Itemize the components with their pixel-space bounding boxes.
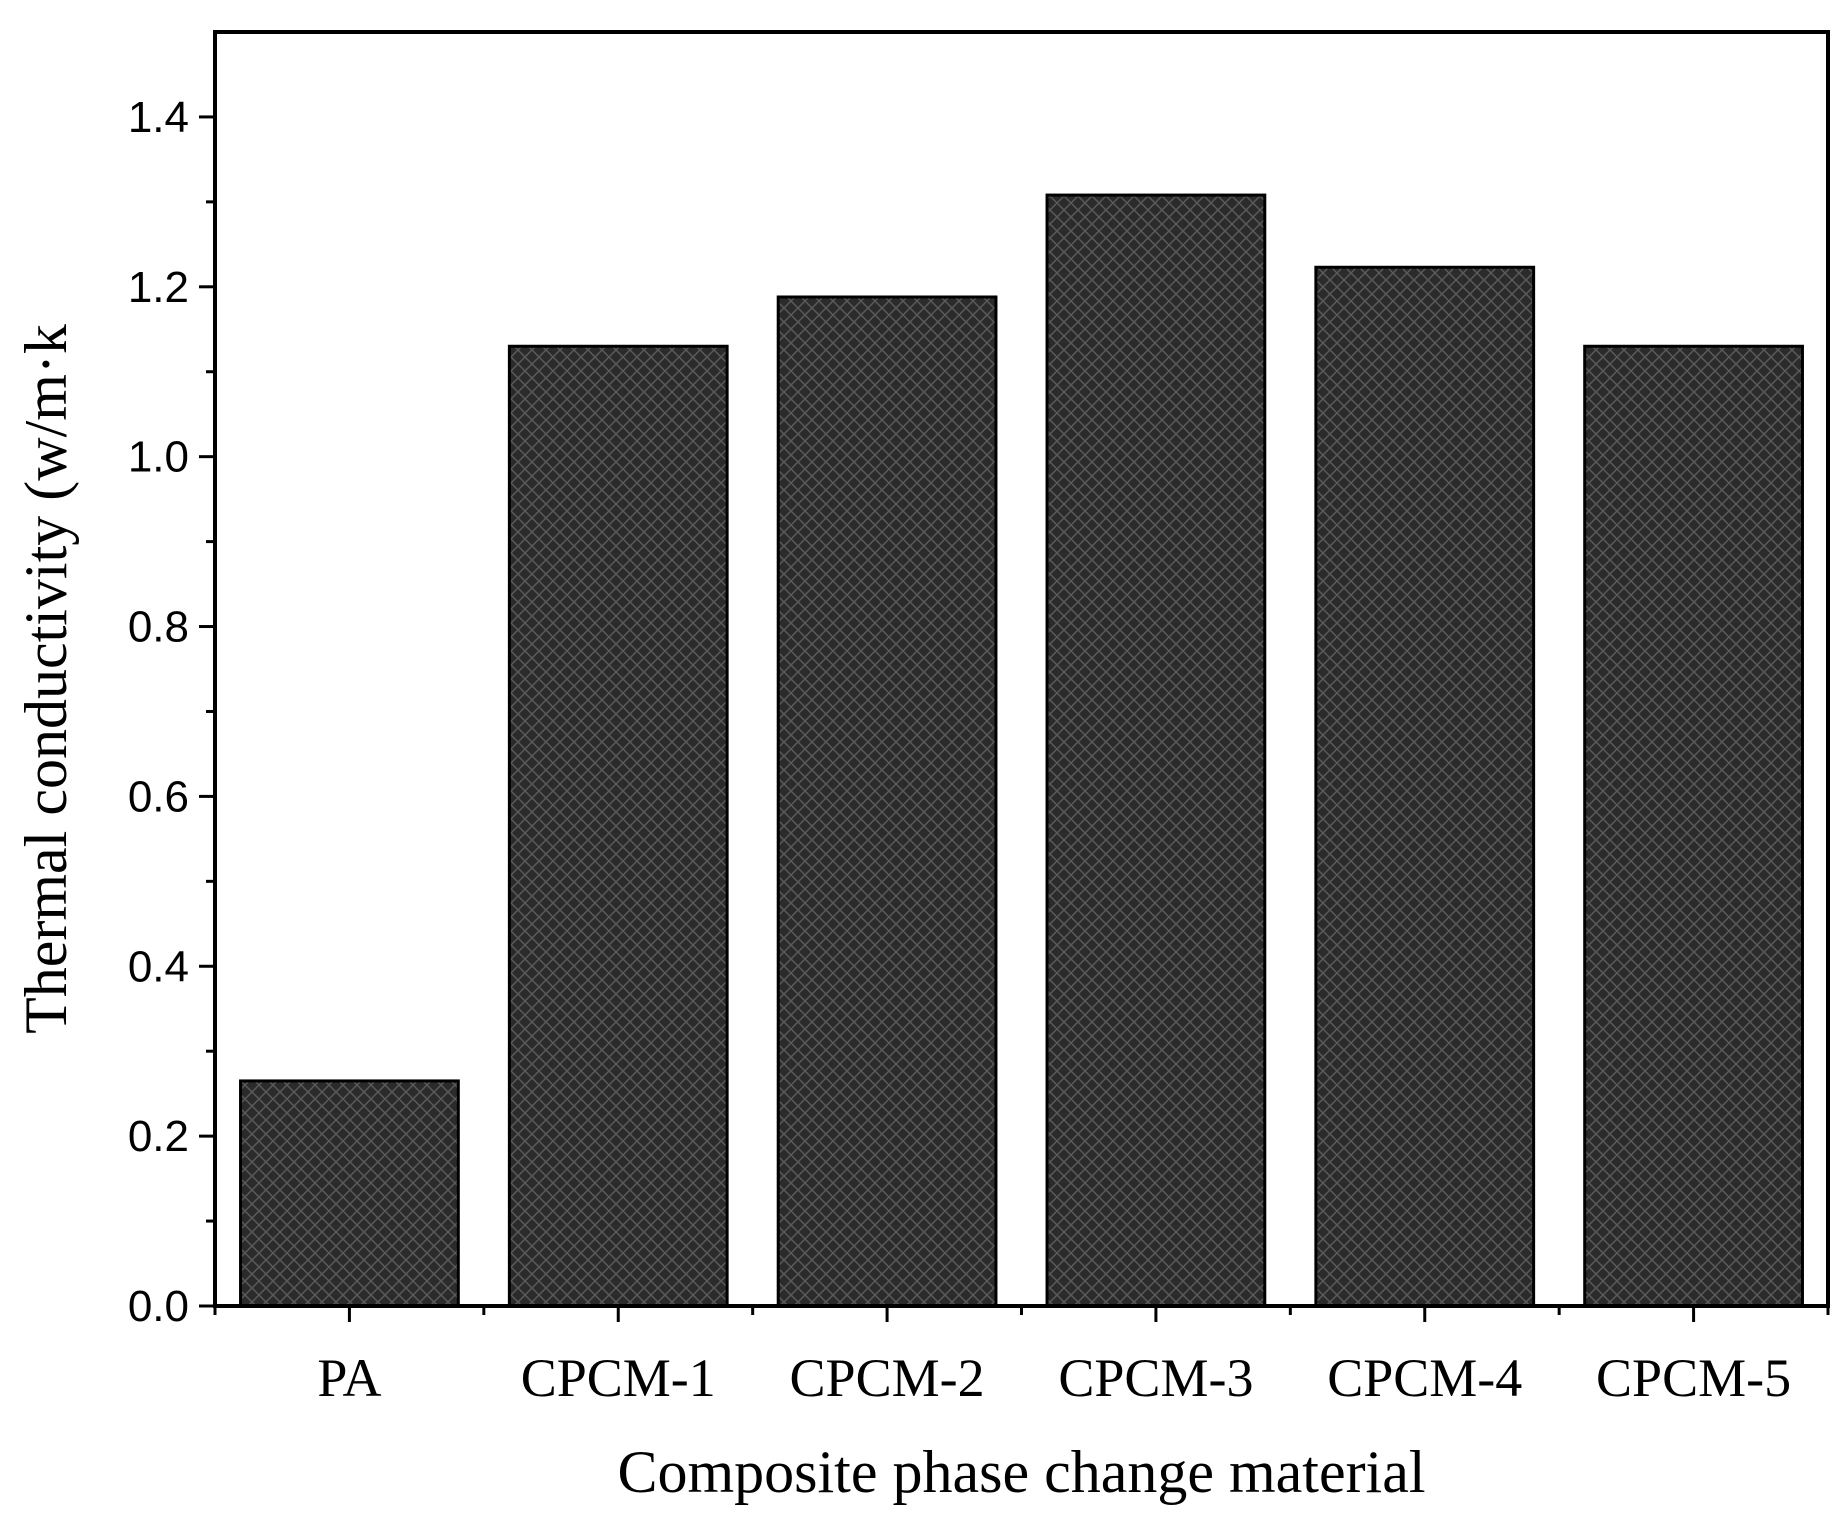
y-tick-label: 1.4	[128, 93, 189, 142]
x-tick-label: CPCM-4	[1327, 1348, 1522, 1408]
x-tick-label: CPCM-5	[1596, 1348, 1791, 1408]
y-tick-label: 0.4	[128, 942, 189, 991]
y-tick-label: 0.2	[128, 1112, 189, 1161]
bar-cpcm-4	[1314, 265, 1536, 1308]
x-tick-label: PA	[317, 1348, 381, 1408]
y-axis-title: Thermal conductivity (w/m·k	[13, 324, 79, 1034]
plot-frame	[213, 30, 1830, 1308]
bar-pa	[239, 1079, 460, 1308]
bars-group	[239, 193, 1804, 1308]
y-tick-label: 0.8	[128, 603, 189, 652]
x-tick-label: CPCM-1	[521, 1348, 716, 1408]
y-tick-label: 0.0	[128, 1282, 189, 1331]
bar-cpcm-5	[1583, 344, 1804, 1308]
bar-cpcm-2	[776, 295, 998, 1308]
y-tick-label: 1.0	[128, 433, 189, 482]
y-tick-label: 0.6	[128, 772, 189, 821]
y-axis-ticks: 0.0 0.2 0.4 0.6 0.8 1.0 1.2 1.4	[128, 93, 215, 1331]
bar-cpcm-3	[1045, 193, 1267, 1308]
x-axis-title: Composite phase change material	[617, 1439, 1425, 1505]
x-axis-ticks: PA CPCM-1 CPCM-2 CPCM-3 CPCM-4 CPCM-5	[213, 1306, 1830, 1408]
x-tick-label: CPCM-2	[790, 1348, 985, 1408]
bar-cpcm-1	[507, 344, 729, 1308]
x-tick-label: CPCM-3	[1058, 1348, 1253, 1408]
y-tick-label: 1.2	[128, 263, 189, 312]
